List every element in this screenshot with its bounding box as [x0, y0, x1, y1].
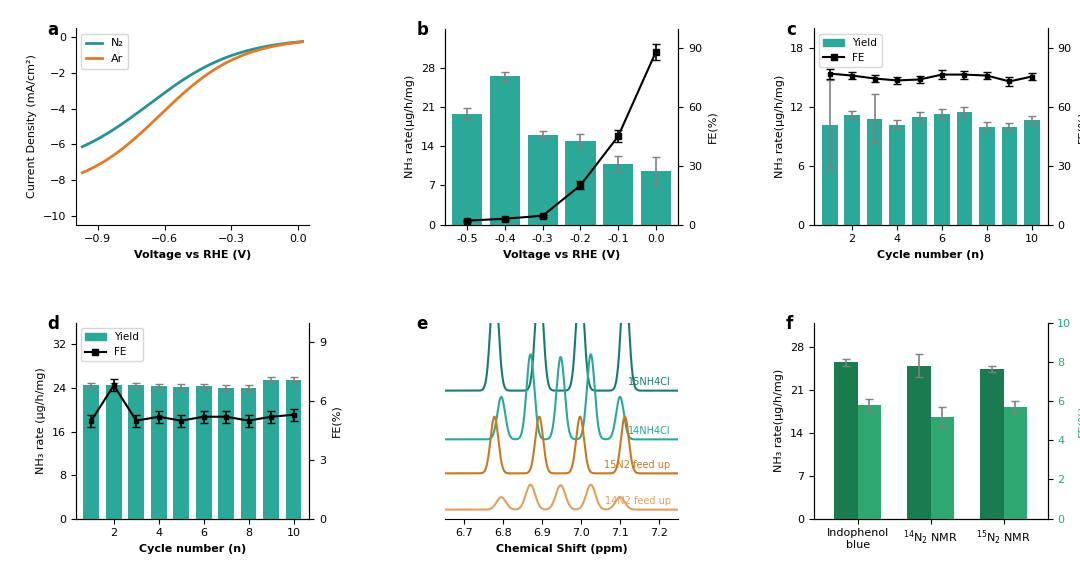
Bar [1024, 120, 1040, 225]
Text: b: b [417, 21, 429, 39]
Bar [241, 388, 256, 519]
Bar [490, 76, 521, 225]
Text: e: e [417, 315, 428, 333]
X-axis label: Voltage vs RHE (V): Voltage vs RHE (V) [134, 250, 251, 260]
Text: c: c [786, 21, 796, 39]
N₂ [76, 143, 89, 150]
Ar [207, 67, 220, 74]
Bar [528, 135, 558, 225]
Bar [106, 385, 122, 519]
Bar [889, 125, 905, 225]
Bar [981, 369, 1003, 519]
Bar [453, 113, 483, 225]
Bar [640, 172, 671, 225]
Y-axis label: Current Density (mA/cm²): Current Density (mA/cm²) [27, 55, 37, 198]
Ar [256, 46, 269, 52]
Bar [83, 385, 99, 519]
Line: N₂: N₂ [82, 42, 302, 146]
X-axis label: Cycle number (n): Cycle number (n) [877, 250, 984, 260]
Ar [291, 39, 303, 46]
Ar [195, 75, 208, 82]
N₂ [195, 66, 208, 72]
Bar [835, 363, 858, 519]
Legend: Yield, FE: Yield, FE [81, 328, 144, 361]
Bar [931, 417, 954, 519]
Bar [1001, 127, 1017, 225]
Bar [129, 385, 144, 519]
N₂ [296, 38, 309, 45]
Y-axis label: NH₃ rate(μg/h/mg): NH₃ rate(μg/h/mg) [405, 75, 415, 178]
Bar [565, 141, 595, 225]
Ar [296, 38, 309, 45]
Bar [980, 127, 995, 225]
Bar [151, 386, 166, 519]
Bar [845, 115, 860, 225]
N₂ [181, 73, 194, 80]
Bar [907, 365, 931, 519]
Text: f: f [786, 315, 793, 333]
Y-axis label: NH₃ rate (μg/h/mg): NH₃ rate (μg/h/mg) [36, 367, 46, 474]
Bar [218, 388, 234, 519]
Bar [1003, 407, 1027, 519]
Legend: Yield, FE: Yield, FE [819, 34, 881, 67]
Bar [286, 380, 301, 519]
Text: 14NH4Cl: 14NH4Cl [627, 426, 671, 436]
Y-axis label: FE(%): FE(%) [1077, 404, 1080, 437]
Text: 14N2 feed up: 14N2 feed up [605, 496, 671, 506]
Ar [76, 169, 89, 176]
N₂ [256, 44, 269, 51]
Bar [934, 114, 950, 225]
Y-axis label: NH₃ rate(μg/h/mg): NH₃ rate(μg/h/mg) [774, 369, 784, 473]
Bar [957, 112, 972, 225]
Ar [181, 86, 194, 92]
Bar [858, 405, 881, 519]
Line: Ar: Ar [82, 42, 302, 173]
Y-axis label: FE(%): FE(%) [707, 110, 718, 143]
X-axis label: Cycle number (n): Cycle number (n) [139, 544, 246, 554]
Bar [264, 380, 279, 519]
Text: d: d [48, 315, 59, 333]
Bar [912, 117, 928, 225]
Legend: N₂, Ar: N₂, Ar [81, 34, 129, 68]
X-axis label: Chemical Shift (ppm): Chemical Shift (ppm) [496, 544, 627, 554]
Bar [822, 125, 837, 225]
X-axis label: Voltage vs RHE (V): Voltage vs RHE (V) [503, 250, 620, 260]
Bar [173, 387, 189, 519]
Text: 15N2 feed up: 15N2 feed up [605, 460, 671, 470]
Bar [603, 164, 633, 225]
Y-axis label: NH₃ rate(μg/h/mg): NH₃ rate(μg/h/mg) [774, 75, 784, 178]
Y-axis label: FE(%): FE(%) [332, 404, 341, 437]
Bar [195, 386, 212, 519]
N₂ [207, 59, 220, 66]
Y-axis label: FE(%): FE(%) [1077, 110, 1080, 143]
Ar [180, 87, 193, 93]
Bar [867, 119, 882, 225]
Text: 15NH4Cl: 15NH4Cl [627, 377, 671, 387]
N₂ [291, 39, 303, 46]
Text: a: a [48, 21, 58, 39]
N₂ [180, 74, 193, 81]
